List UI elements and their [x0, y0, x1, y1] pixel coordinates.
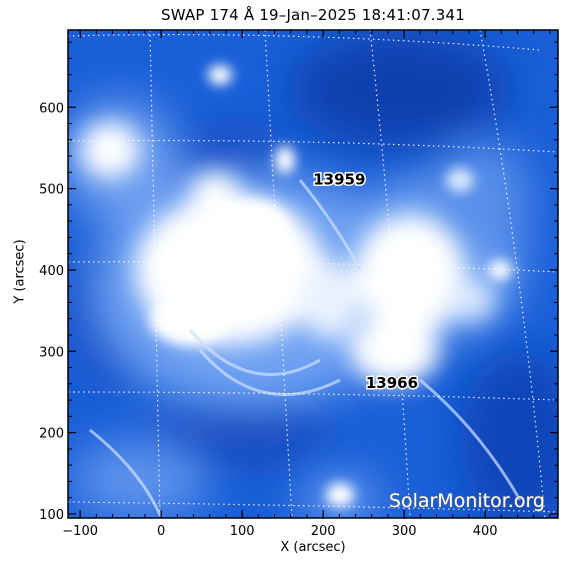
y-tick-label: 400 [39, 264, 64, 279]
figure-title: SWAP 174 Å 19–Jan–2025 18:41:07.341 [161, 6, 465, 24]
plot-frame [67, 29, 559, 519]
y-tick-label: 300 [39, 345, 64, 360]
y-tick-label: 100 [39, 508, 64, 523]
solar-image [68, 30, 558, 518]
solarmonitor-watermark: SolarMonitor.org [389, 490, 545, 512]
active-region-label: 13966 [366, 374, 418, 392]
x-tick-label: 0 [157, 524, 165, 539]
coordinate-grid [68, 30, 558, 518]
x-tick-label: −100 [62, 524, 98, 539]
y-axis-ticks: 100 200 300 400 500 600 [39, 41, 558, 523]
x-tick-label: 400 [473, 524, 498, 539]
y-tick-label: 600 [39, 101, 64, 116]
y-tick-label: 200 [39, 427, 64, 442]
x-axis-label: X (arcsec) [280, 540, 346, 555]
y-axis-label: Y (arcsec) [12, 239, 28, 304]
x-tick-label: 200 [311, 524, 336, 539]
x-axis-ticks: −100 0 100 200 300 400 [62, 30, 551, 539]
active-region-labels: 13959 13966 [312, 169, 420, 393]
x-tick-label: 300 [392, 524, 417, 539]
x-tick-label: 100 [230, 524, 255, 539]
active-region-label: 13959 [313, 171, 365, 189]
y-tick-label: 500 [39, 183, 64, 198]
